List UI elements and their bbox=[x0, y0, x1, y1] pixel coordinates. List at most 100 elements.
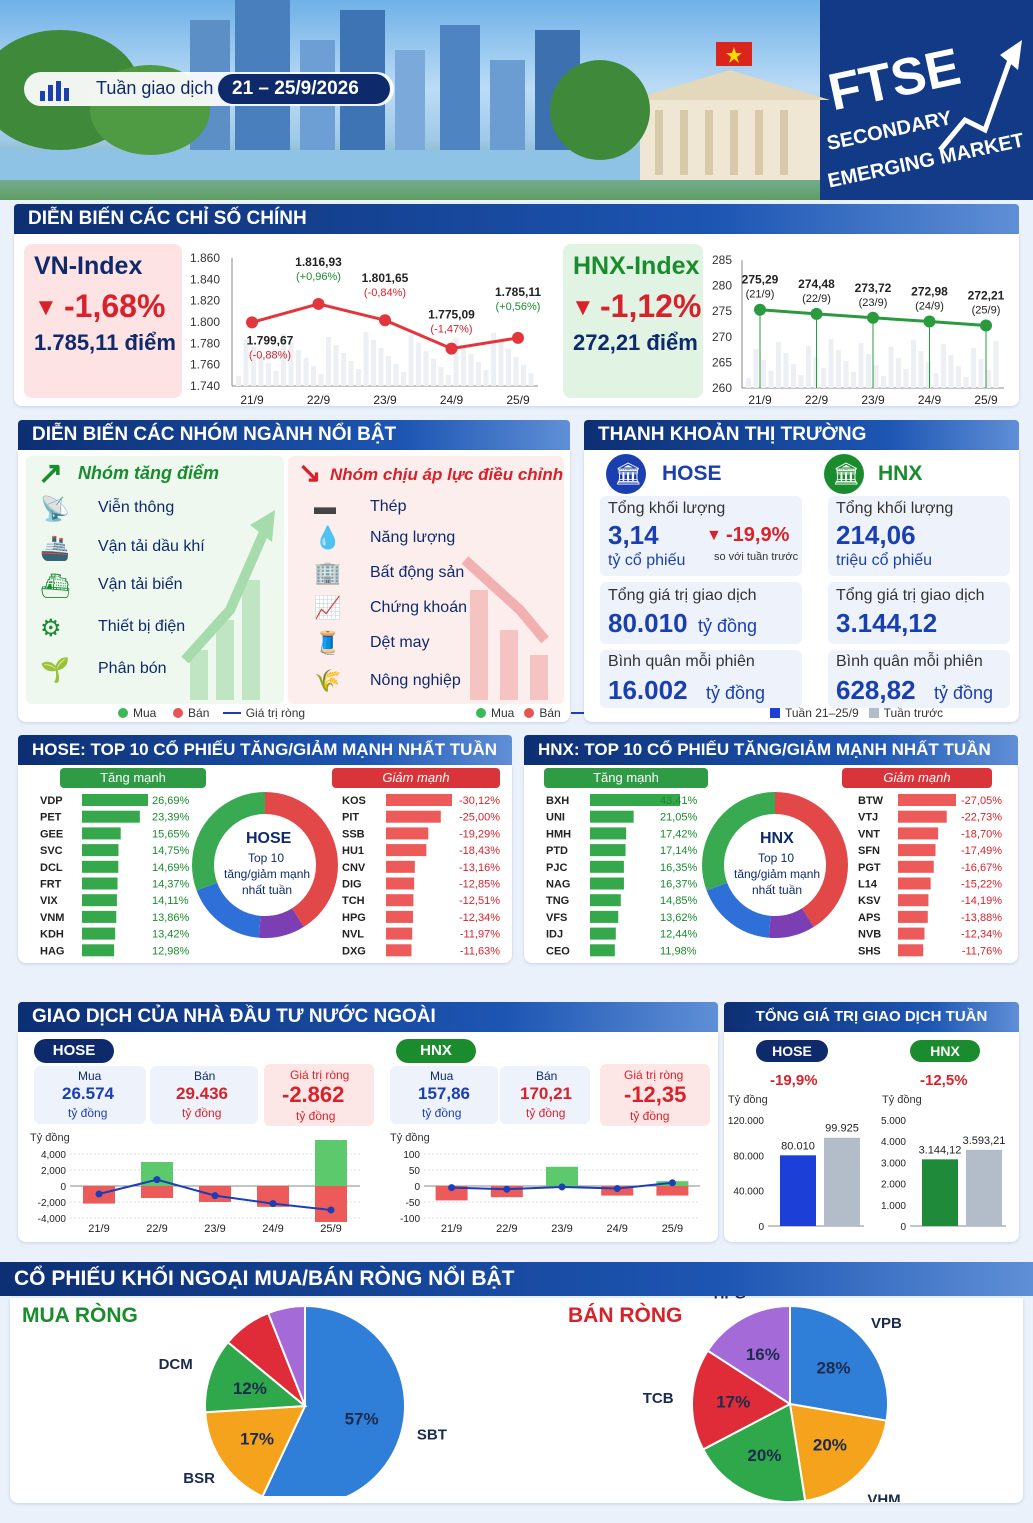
vn-volume-bar bbox=[416, 343, 421, 386]
top-up-label: 15,65% bbox=[152, 828, 190, 840]
pie-slice bbox=[789, 1304, 889, 1422]
top-up-bar bbox=[590, 844, 626, 857]
vn-volume-bar bbox=[311, 366, 316, 386]
vn-value-label: 1.775,09 bbox=[428, 308, 475, 322]
hnx-xtick: 23/9 bbox=[861, 393, 885, 407]
top-down-label: -14,19% bbox=[961, 895, 1002, 907]
foreign-ytick: 0 bbox=[60, 1182, 66, 1193]
vn-xtick: 24/9 bbox=[440, 393, 464, 407]
fx-unit: Tỷ đồng bbox=[390, 1132, 430, 1144]
netbuy-title: CỔ PHIẾU KHỐI NGOẠI MUA/BÁN RÒNG NỔI BẬT bbox=[0, 1262, 1033, 1296]
top-down-bar bbox=[898, 877, 931, 890]
fh-net-label: Giá trị ròng bbox=[290, 1068, 350, 1082]
top-down-bar bbox=[386, 810, 441, 823]
hnx-volume-bar bbox=[911, 340, 916, 388]
vn-point bbox=[312, 297, 325, 310]
foreign-xtick: 23/9 bbox=[551, 1223, 572, 1235]
hnx-avg-label: Bình quân mỗi phiên bbox=[836, 653, 983, 670]
hnx-xtick: 22/9 bbox=[805, 393, 829, 407]
sector-down-item: Chứng khoán bbox=[370, 599, 467, 616]
top-down-ticker: L14 bbox=[858, 879, 878, 891]
top-down-label: -13,16% bbox=[459, 862, 500, 874]
pie-pct-label: 12% bbox=[233, 1379, 267, 1398]
fh-buy-box bbox=[34, 1066, 146, 1124]
top-down-label: -11,97% bbox=[460, 929, 500, 941]
sector-up-item: Phân bón bbox=[98, 660, 167, 677]
total-ytick: 120.000 bbox=[728, 1116, 765, 1127]
hnx-date-label: (24/9) bbox=[915, 301, 944, 313]
total-ytick: 0 bbox=[900, 1222, 906, 1233]
week-label: Tuần giao dịch bbox=[96, 78, 214, 98]
hnx-val: 3.144,12 bbox=[836, 608, 938, 638]
top-down-bar bbox=[898, 927, 925, 940]
hnx-top10-title: HNX: TOP 10 CỔ PHIẾU TĂNG/GIẢM MẠNH NHẤT… bbox=[524, 735, 1018, 765]
top-up-ticker: VFS bbox=[546, 912, 567, 924]
hnx-vol-label: Tổng khối lượng bbox=[836, 500, 954, 517]
foreign-net-point bbox=[503, 1185, 511, 1193]
hnx-value-label: 275,29 bbox=[742, 273, 779, 287]
vn-volume-bar bbox=[296, 350, 301, 386]
hnx-volume-bar bbox=[941, 344, 946, 388]
top-up-ticker: VNM bbox=[40, 912, 64, 924]
vn-volume-bar bbox=[476, 362, 481, 386]
bar-chart-icon bbox=[40, 81, 69, 101]
top-up-bar bbox=[590, 927, 616, 940]
top-down-bar bbox=[898, 810, 947, 823]
top-down-bar bbox=[898, 944, 924, 957]
hnx-ytick: 285 bbox=[712, 253, 732, 267]
liq-hose-name: HOSE bbox=[662, 462, 722, 485]
top-down-label: -15,22% bbox=[961, 879, 1002, 891]
vn-point bbox=[379, 314, 391, 327]
vn-volume-bar bbox=[491, 333, 496, 386]
top-down-ticker: PIT bbox=[342, 812, 359, 824]
vn-volume-bar bbox=[453, 338, 459, 386]
top-down-label: -11,76% bbox=[962, 945, 1002, 957]
hose-down-tag: Giảm mạnh bbox=[332, 768, 500, 788]
sectors-legend-left: Mua Bán Giá trị ròng bbox=[118, 706, 305, 720]
top-down-bar bbox=[386, 860, 415, 873]
total-title: TỔNG GIÁ TRỊ GIAO DỊCH TUẦN bbox=[724, 1002, 1019, 1032]
top-up-ticker: IDJ bbox=[546, 929, 563, 941]
top-up-label: 12,98% bbox=[152, 945, 190, 957]
hnx-avg-unit: tỷ đồng bbox=[934, 683, 994, 703]
top-up-ticker: PJC bbox=[546, 862, 567, 874]
sector-up-icon: 🚢 bbox=[40, 535, 70, 562]
vn-volume-bar bbox=[281, 334, 286, 386]
top-down-bar bbox=[386, 894, 414, 907]
pie-pct-label: 57% bbox=[345, 1410, 379, 1429]
hnx-volume-bar bbox=[881, 376, 886, 388]
hnx-volume-bar bbox=[866, 354, 871, 388]
vn-volume-bar bbox=[468, 354, 474, 386]
hnx-volume-bar bbox=[918, 351, 924, 388]
hnx-ytick: 275 bbox=[712, 304, 732, 318]
hnx-volume-bar bbox=[986, 370, 991, 388]
hnx-value-label: 274,48 bbox=[798, 277, 835, 291]
vnindex-change-icon: ▼ bbox=[34, 294, 58, 321]
top-up-ticker: SVC bbox=[40, 845, 63, 857]
vn-ytick: 1.760 bbox=[190, 358, 220, 372]
foreign-ytick: 50 bbox=[409, 1166, 421, 1177]
top-down-label: -17,49% bbox=[961, 845, 1002, 857]
hnxindex-name: HNX-Index bbox=[573, 252, 700, 280]
top-up-bar bbox=[590, 877, 624, 890]
vn-volume-bar bbox=[513, 357, 519, 386]
pie-name-label: HPG bbox=[714, 1296, 747, 1302]
vn-volume-bar bbox=[408, 335, 414, 386]
foreign-ytick: 0 bbox=[414, 1182, 420, 1193]
total-bar bbox=[780, 1155, 816, 1226]
total-hose-tag: HOSE bbox=[756, 1040, 828, 1062]
vnindex-value: 1.785,11 điểm bbox=[34, 330, 176, 355]
fx-net-label: Giá trị ròng bbox=[624, 1068, 684, 1082]
foreign-net-point bbox=[153, 1176, 161, 1184]
hnx-bank-icon: 🏛 bbox=[832, 461, 860, 486]
hnx-volume-bar bbox=[993, 341, 999, 388]
hnx-ytick: 270 bbox=[712, 330, 732, 344]
top-up-label: 16,35% bbox=[660, 862, 698, 874]
hnx-ytick: 280 bbox=[712, 279, 732, 293]
vn-xtick: 22/9 bbox=[307, 393, 331, 407]
foreign-ytick: -50 bbox=[406, 1198, 421, 1209]
total-ytick: 3.000 bbox=[881, 1158, 906, 1169]
pie-pct-label: 20% bbox=[747, 1446, 781, 1465]
hnx-volume-bar bbox=[956, 366, 961, 388]
